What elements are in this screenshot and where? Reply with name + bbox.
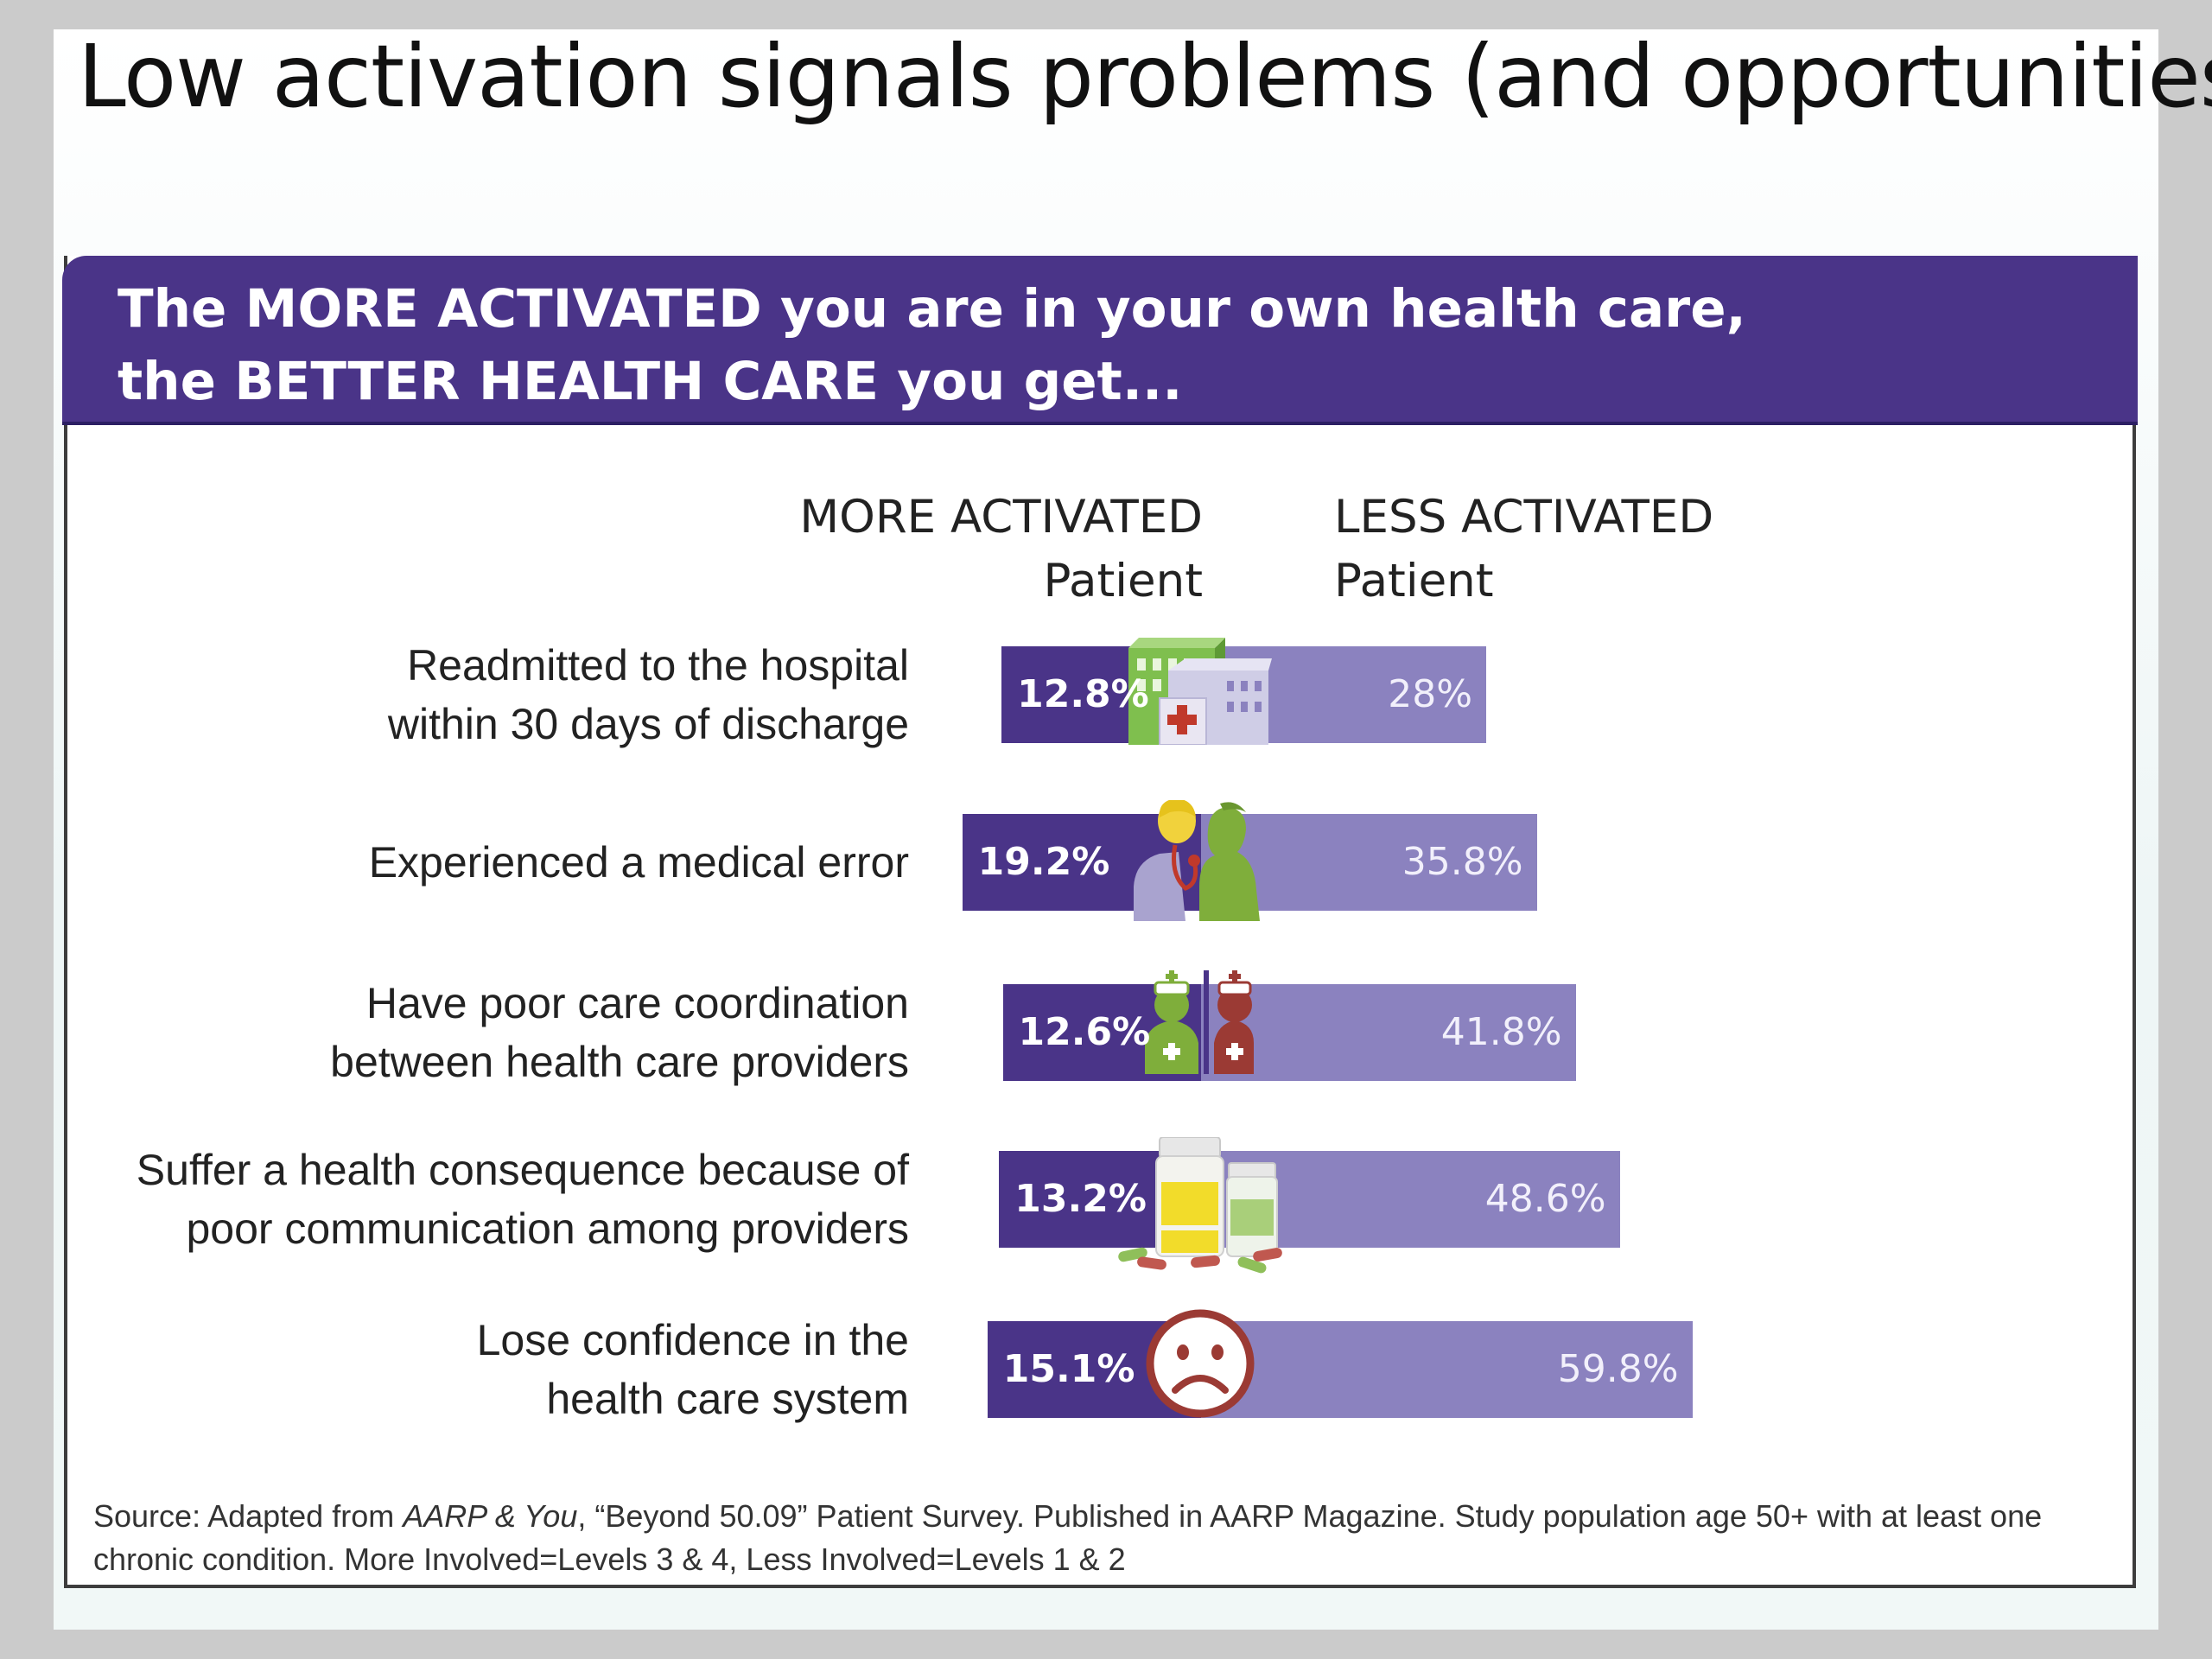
- value-more-activated-1: 12.8%: [1017, 672, 1149, 716]
- header-more-line-2: Patient: [1043, 555, 1203, 607]
- row-label-1-line-1: Readmitted to the hospital: [407, 641, 909, 690]
- row-label-5-line-1: Lose confidence in the: [476, 1316, 909, 1364]
- header-less-line-2: Patient: [1334, 555, 1494, 607]
- value-less-activated-5: 59.8%: [1557, 1347, 1679, 1391]
- value-less-activated-2: 35.8%: [1402, 840, 1523, 884]
- header-less-line-1: LESS ACTIVATED: [1334, 491, 1714, 543]
- source-prefix: Source: Adapted from: [93, 1498, 404, 1534]
- banner: [62, 256, 2138, 425]
- nurses-icon: [1141, 970, 1255, 1078]
- value-less-activated-1: 28%: [1388, 672, 1472, 716]
- source-italic: AARP & You: [403, 1498, 578, 1534]
- banner-line-1: The MORE ACTIVATED you are in your own h…: [118, 278, 1746, 340]
- row-label-3-line-2: between health care providers: [330, 1038, 909, 1086]
- source-line-2: chronic condition. More Involved=Levels …: [93, 1541, 1126, 1577]
- slide-title: Low activation signals problems (and opp…: [78, 26, 2212, 127]
- row-label-3-line-1: Have poor care coordination: [365, 979, 909, 1027]
- bar-less-activated-5: [1201, 1321, 1693, 1418]
- row-label-3: Have poor care coordination between healt…: [330, 974, 909, 1091]
- row-label-2-line-1: Experienced a medical error: [368, 838, 909, 887]
- value-less-activated-3: 41.8%: [1440, 1010, 1562, 1054]
- bar-less-activated-2: [1201, 814, 1537, 911]
- value-more-activated-2: 19.2%: [977, 840, 1110, 884]
- row-label-5-line-2: health care system: [546, 1375, 909, 1423]
- row-label-5: Lose confidence in the health care system: [477, 1311, 909, 1428]
- value-more-activated-3: 12.6%: [1018, 1010, 1151, 1054]
- pill-bottles-icon: [1117, 1136, 1282, 1280]
- source-note: Source: Adapted from AARP & You, “Beyond…: [93, 1495, 2081, 1581]
- row-label-4-line-2: poor communication among providers: [186, 1205, 909, 1253]
- row-label-1: Readmitted to the hospital within 30 days…: [388, 636, 909, 753]
- header-more-line-1: MORE ACTIVATED: [799, 491, 1203, 543]
- hospital-icon: [1125, 632, 1272, 749]
- banner-line-2: the BETTER HEALTH CARE you get...: [118, 351, 1183, 412]
- value-less-activated-4: 48.6%: [1484, 1177, 1606, 1221]
- value-more-activated-5: 15.1%: [1002, 1347, 1135, 1391]
- row-label-2: Experienced a medical error: [369, 833, 909, 892]
- source-rest: , “Beyond 50.09” Patient Survey. Publish…: [577, 1498, 2043, 1534]
- row-label-4: Suffer a health consequence because of po…: [137, 1141, 909, 1258]
- sad-face-icon: [1144, 1307, 1256, 1424]
- row-label-1-line-2: within 30 days of discharge: [387, 700, 909, 748]
- row-label-4-line-1: Suffer a health consequence because of: [136, 1146, 909, 1194]
- value-more-activated-4: 13.2%: [1014, 1177, 1147, 1221]
- bar-less-activated-3: [1201, 984, 1576, 1081]
- doctor-patient-icon: [1125, 798, 1272, 925]
